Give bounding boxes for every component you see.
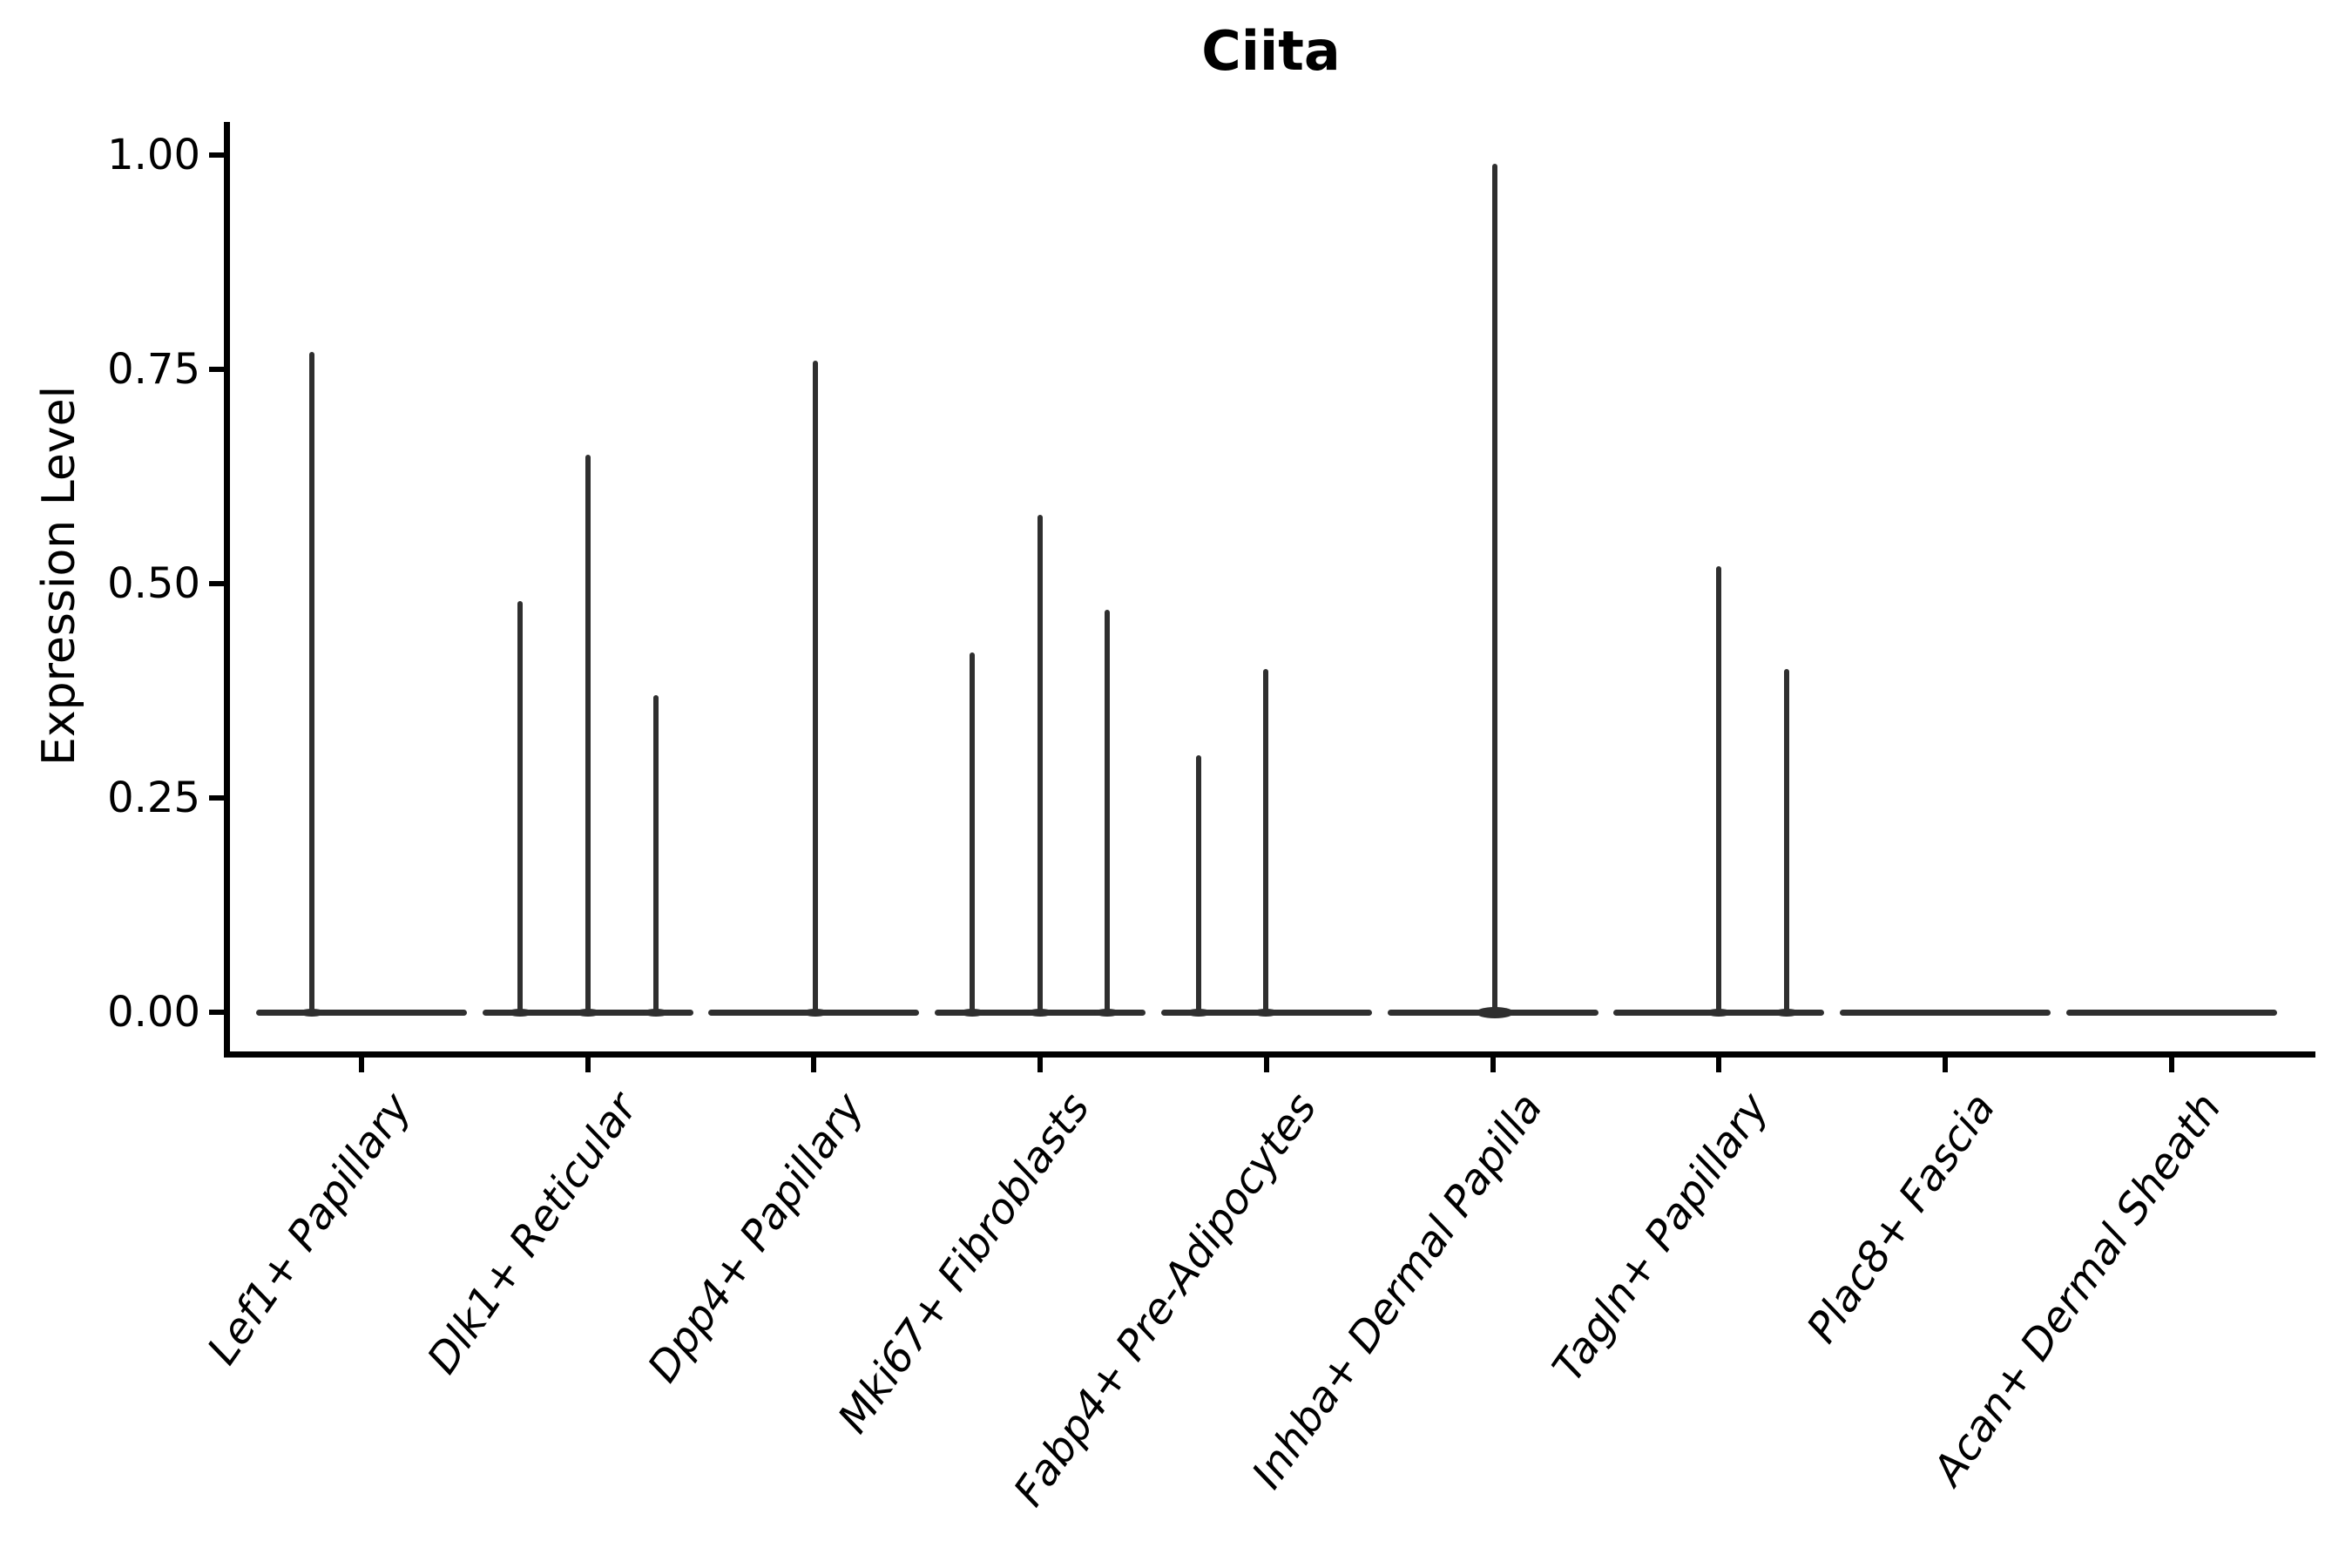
x-tick-label: Plac8+ Fascia xyxy=(1797,1084,2005,1352)
violin-spike xyxy=(652,694,659,1012)
violin-base-bulge xyxy=(298,1008,325,1017)
violin-base-bulge xyxy=(1706,1008,1733,1017)
x-tick xyxy=(811,1058,817,1072)
y-tick xyxy=(209,367,224,372)
violin-spike xyxy=(1784,669,1790,1012)
y-tick xyxy=(209,1010,224,1015)
violin-spike xyxy=(1105,609,1110,1012)
x-tick xyxy=(2168,1058,2174,1072)
x-tick-label: Dlk1+ Reticular xyxy=(417,1084,647,1382)
violin-base-bulge xyxy=(1475,1006,1514,1018)
x-tick xyxy=(1943,1058,1948,1072)
violin-base-bulge xyxy=(1094,1008,1120,1017)
violin-baseline xyxy=(1840,1009,2051,1016)
y-tick-label: 0.00 xyxy=(107,988,200,1037)
x-tick xyxy=(1037,1058,1043,1072)
x-tick xyxy=(1716,1058,1722,1072)
violin-spike xyxy=(585,455,591,1012)
y-axis-spine xyxy=(224,122,230,1058)
violin-spike xyxy=(970,652,975,1012)
x-tick-label: Mki67+ Fibroblasts xyxy=(828,1084,1100,1443)
x-tick-label: Lef1+ Papillary xyxy=(198,1084,421,1374)
violin-spike xyxy=(517,600,523,1012)
violin-base-bulge xyxy=(574,1008,601,1017)
y-tick xyxy=(209,152,224,158)
violin-spike xyxy=(1491,163,1497,1012)
x-axis-spine xyxy=(224,1051,2315,1058)
violin-base-bulge xyxy=(1027,1008,1053,1017)
x-tick-label: Tagln+ Papillary xyxy=(1544,1084,1779,1391)
y-tick-label: 0.75 xyxy=(107,345,200,394)
violin-base-bulge xyxy=(1252,1008,1279,1017)
violin-base-bulge xyxy=(1774,1008,1801,1017)
y-tick xyxy=(209,581,224,586)
violin-base-bulge xyxy=(642,1008,669,1017)
y-tick-label: 0.25 xyxy=(107,774,200,822)
violin-baseline xyxy=(2065,1009,2277,1016)
plot-title: Ciita xyxy=(1201,19,1341,83)
y-tick-label: 1.00 xyxy=(107,131,200,179)
violin-base-bulge xyxy=(959,1008,985,1017)
violin-spike xyxy=(308,352,314,1012)
violin-base-bulge xyxy=(802,1008,829,1017)
x-tick xyxy=(358,1058,364,1072)
violin-spike xyxy=(813,361,819,1012)
violin-spike xyxy=(1195,754,1201,1012)
violin-spike xyxy=(1262,669,1268,1012)
violin-spike xyxy=(1716,566,1722,1012)
violin-base-bulge xyxy=(1185,1008,1212,1017)
y-tick xyxy=(209,795,224,801)
x-tick-label: Dpp4+ Papillary xyxy=(638,1084,874,1391)
y-tick-label: 0.50 xyxy=(107,559,200,608)
x-tick xyxy=(1490,1058,1496,1072)
x-tick xyxy=(1263,1058,1269,1072)
violin-base-bulge xyxy=(506,1008,533,1017)
violin-spike xyxy=(1037,515,1043,1012)
violin-baseline xyxy=(255,1009,467,1016)
x-tick xyxy=(585,1058,591,1072)
